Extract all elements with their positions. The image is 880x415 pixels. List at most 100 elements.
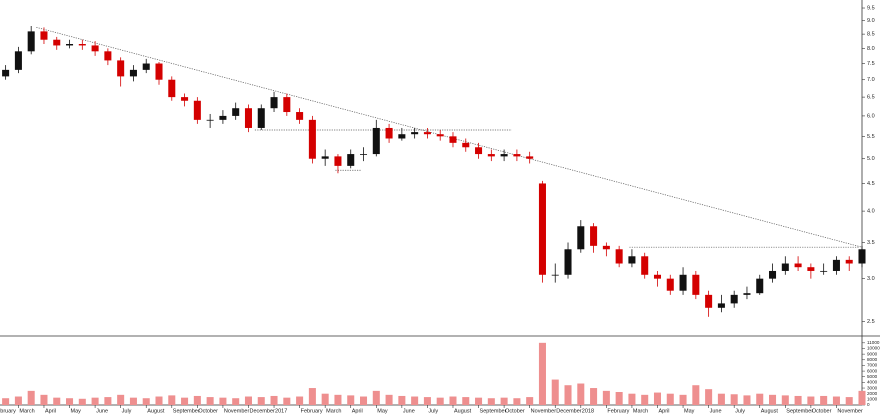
trendline bbox=[36, 26, 863, 248]
candle-body bbox=[832, 259, 840, 271]
volume-bar bbox=[117, 394, 125, 405]
volume-bar bbox=[372, 390, 380, 405]
volume-bar bbox=[142, 398, 150, 405]
volume-tick-label: 9000 bbox=[867, 351, 878, 356]
candle-body bbox=[743, 293, 751, 295]
candle-body bbox=[564, 249, 572, 275]
volume-bar bbox=[40, 394, 48, 405]
candle-body bbox=[513, 154, 521, 157]
volume-bar bbox=[181, 397, 189, 405]
volume-tick-label: 4000 bbox=[867, 380, 878, 385]
volume-bar bbox=[513, 398, 521, 405]
candle-body bbox=[462, 142, 470, 148]
x-tick-label: June bbox=[403, 408, 415, 414]
candle-body bbox=[423, 132, 431, 135]
candle-body bbox=[705, 294, 713, 308]
y-tick-label: 3.5 bbox=[867, 240, 875, 246]
y-tick-label: 9.5 bbox=[867, 5, 875, 11]
candle-body bbox=[411, 132, 419, 135]
candle-body bbox=[193, 100, 201, 120]
candle-body bbox=[66, 44, 74, 46]
candle-body bbox=[807, 267, 815, 271]
candle-body bbox=[538, 183, 546, 275]
candle-body bbox=[270, 97, 278, 109]
candle-body bbox=[794, 263, 802, 268]
volume-bar bbox=[449, 396, 457, 405]
x-tick-label: May bbox=[684, 408, 695, 414]
candle-body bbox=[845, 259, 853, 264]
volume-bar bbox=[551, 379, 559, 405]
candle-body bbox=[104, 51, 112, 61]
y-tick-label: 7.0 bbox=[867, 77, 875, 83]
volume-bar bbox=[283, 397, 291, 405]
x-tick-label: June bbox=[710, 408, 722, 414]
y-tick-label: 3.0 bbox=[867, 276, 875, 282]
x-tick-label: December bbox=[556, 408, 582, 414]
volume-tick-label: 0 bbox=[867, 402, 870, 407]
volume-tick-label: 8000 bbox=[867, 357, 878, 362]
volume-bar bbox=[602, 390, 610, 405]
volume-bar bbox=[206, 397, 214, 405]
x-tick-label: September bbox=[480, 408, 507, 414]
volume-bar bbox=[411, 396, 419, 405]
candle-body bbox=[257, 108, 265, 128]
candle-body bbox=[475, 147, 483, 155]
volume-tick-label: 1000 bbox=[867, 397, 878, 402]
volume-bar bbox=[462, 397, 470, 405]
volume-bar bbox=[359, 396, 368, 405]
candle-body bbox=[756, 278, 764, 294]
candle-body bbox=[168, 79, 176, 98]
y-tick-label: 8.5 bbox=[867, 32, 875, 38]
x-tick-label: October bbox=[812, 408, 832, 414]
candle-body bbox=[78, 44, 86, 46]
candle-body bbox=[321, 156, 329, 159]
volume-bar bbox=[832, 396, 840, 405]
volume-bar bbox=[769, 394, 777, 405]
candle-body bbox=[820, 270, 828, 272]
candle-body bbox=[219, 115, 227, 120]
candle-body bbox=[615, 249, 623, 264]
volume-tick-label: 5000 bbox=[867, 374, 878, 379]
volume-bar bbox=[423, 397, 431, 405]
x-tick-label: March bbox=[326, 408, 341, 414]
y-tick-label: 7.5 bbox=[867, 61, 875, 67]
x-tick-label: February bbox=[0, 408, 16, 414]
volume-bar bbox=[666, 393, 674, 405]
candle-body bbox=[436, 134, 444, 137]
volume-bar bbox=[168, 395, 176, 405]
x-tick-label: April bbox=[45, 408, 56, 414]
volume-bar bbox=[820, 395, 828, 405]
volume-bar bbox=[628, 393, 636, 405]
volume-bar bbox=[590, 388, 598, 405]
x-tick-label: 2018 bbox=[582, 408, 594, 414]
volume-bar bbox=[270, 395, 278, 405]
x-tick-label: April bbox=[658, 408, 669, 414]
volume-bar bbox=[845, 397, 853, 405]
volume-bar bbox=[756, 393, 764, 405]
candle-body bbox=[129, 69, 137, 77]
y-tick-label: 2.5 bbox=[867, 319, 875, 325]
volume-bar bbox=[564, 385, 572, 405]
x-tick-label: July bbox=[428, 408, 438, 414]
candle-body bbox=[449, 136, 457, 143]
x-tick-label: October bbox=[505, 408, 525, 414]
candle-body bbox=[155, 63, 163, 80]
x-tick-label: December bbox=[249, 408, 275, 414]
volume-bar bbox=[500, 397, 508, 405]
volume-bar bbox=[257, 397, 265, 405]
x-tick-label: November bbox=[531, 408, 557, 414]
candle-body bbox=[117, 60, 125, 77]
volume-bar bbox=[385, 394, 393, 405]
x-tick-label: August bbox=[147, 408, 165, 414]
volume-bar bbox=[155, 396, 163, 405]
x-tick-label: April bbox=[352, 408, 363, 414]
volume-bar bbox=[27, 390, 35, 405]
volume-tick-label: 3000 bbox=[867, 385, 878, 390]
candle-body bbox=[781, 263, 789, 271]
candle-body bbox=[769, 270, 777, 279]
volume-bar bbox=[730, 394, 738, 405]
candle-body bbox=[679, 274, 687, 291]
volume-bar bbox=[193, 395, 201, 405]
volume-bar bbox=[66, 398, 74, 405]
